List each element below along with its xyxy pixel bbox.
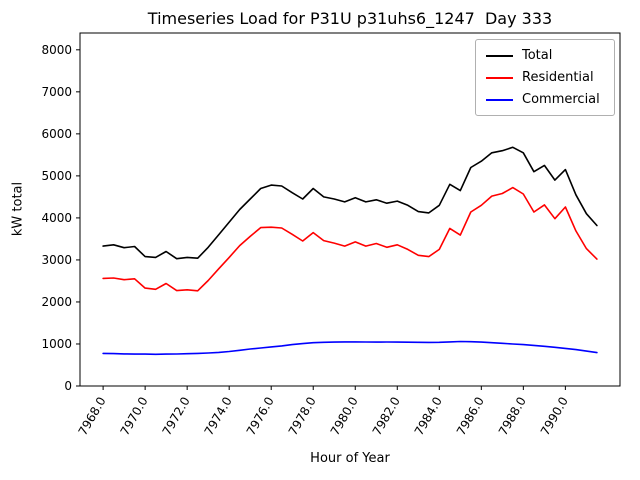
chart-title: Timeseries Load for P31U p31uhs6_1247 Da… (147, 9, 553, 28)
svg-text:1000: 1000 (41, 337, 72, 351)
legend-swatch (486, 76, 513, 79)
svg-text:7968.0: 7968.0 (76, 395, 109, 438)
legend-entry-residential: Residential (486, 70, 604, 85)
legend-swatch (486, 54, 513, 57)
svg-text:7972.0: 7972.0 (160, 395, 193, 438)
svg-text:7976.0: 7976.0 (244, 395, 277, 438)
legend-label: Commercial (522, 92, 600, 107)
y-axis-label: kW total (10, 181, 26, 237)
svg-text:7990.0: 7990.0 (538, 395, 571, 438)
svg-text:7974.0: 7974.0 (202, 395, 235, 438)
legend: Total Residential Commercial (475, 39, 615, 116)
x-axis-label: Hour of Year (310, 451, 390, 466)
legend-entry-commercial: Commercial (486, 92, 604, 107)
legend-swatch (486, 98, 513, 101)
legend-label: Total (522, 48, 553, 63)
svg-text:5000: 5000 (41, 169, 72, 183)
svg-text:4000: 4000 (41, 211, 72, 225)
svg-text:8000: 8000 (41, 43, 72, 57)
svg-text:0: 0 (64, 379, 72, 393)
legend-label: Residential (522, 70, 594, 85)
svg-text:2000: 2000 (41, 295, 72, 309)
svg-text:3000: 3000 (41, 253, 72, 267)
svg-text:7970.0: 7970.0 (118, 395, 151, 438)
svg-text:7000: 7000 (41, 85, 72, 99)
svg-text:7986.0: 7986.0 (454, 395, 487, 438)
svg-text:7980.0: 7980.0 (328, 395, 361, 438)
svg-text:7978.0: 7978.0 (286, 395, 319, 438)
svg-text:7982.0: 7982.0 (370, 395, 403, 438)
legend-entry-total: Total (486, 48, 604, 63)
svg-text:7988.0: 7988.0 (496, 395, 529, 438)
svg-text:6000: 6000 (41, 127, 72, 141)
svg-text:7984.0: 7984.0 (412, 395, 445, 438)
